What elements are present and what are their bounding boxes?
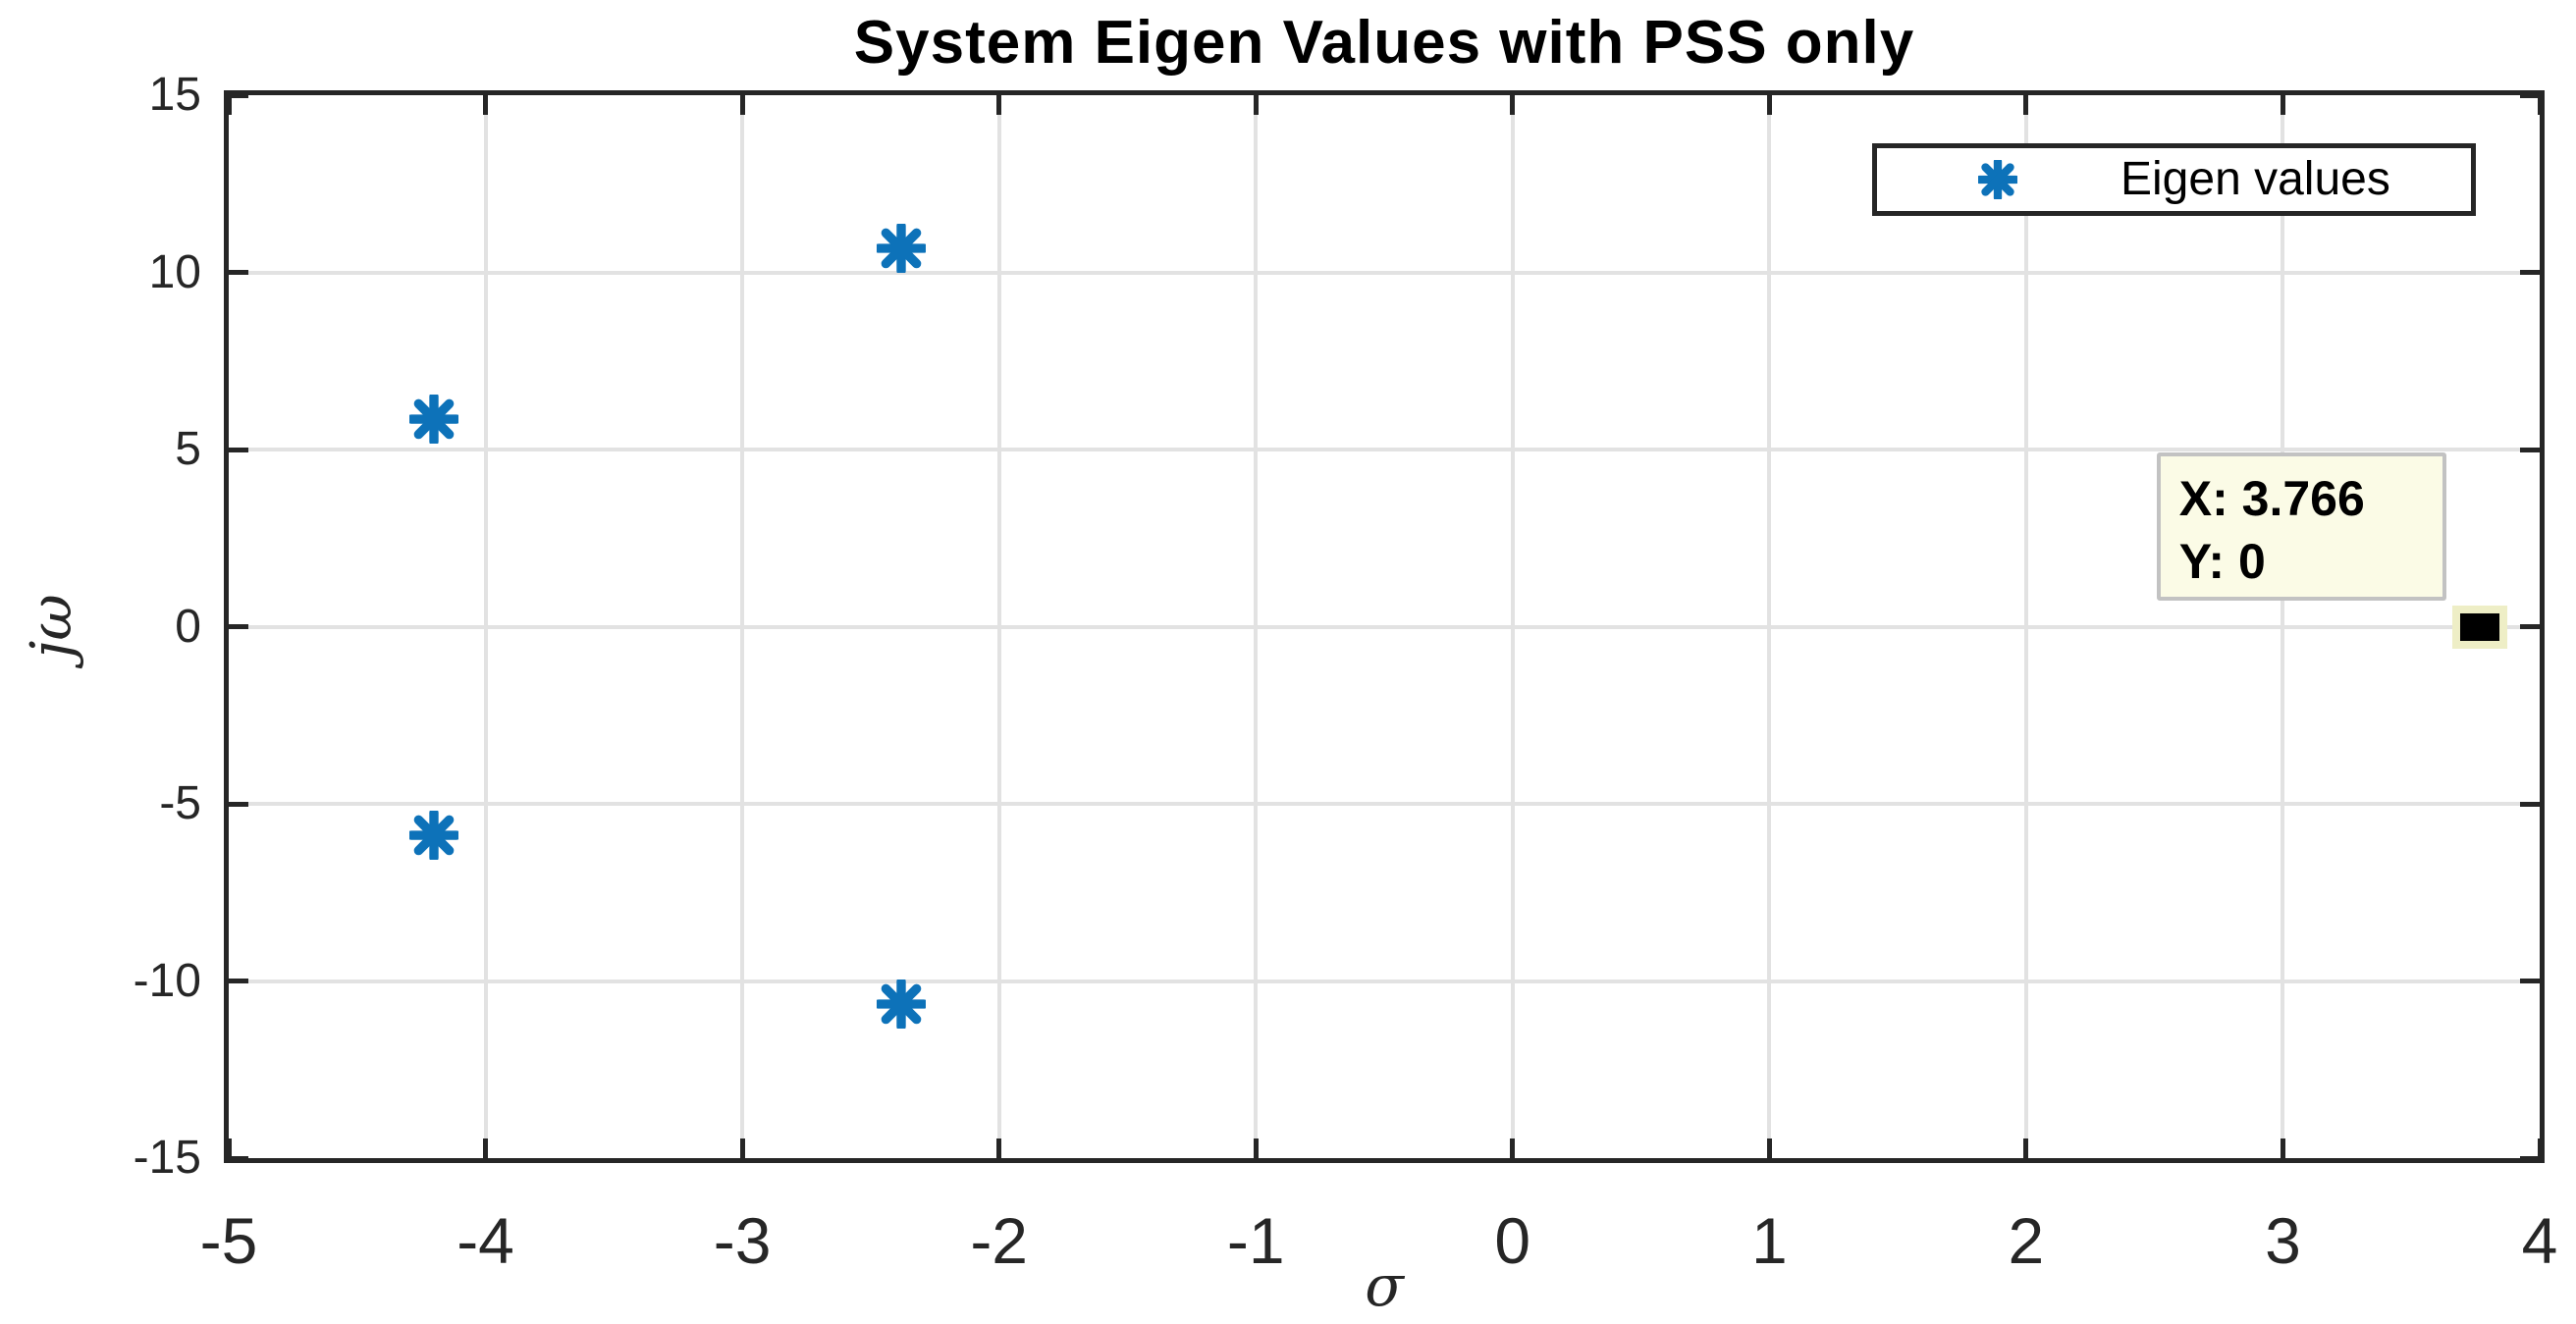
x-tick-mark bbox=[1253, 95, 1259, 115]
x-tick-mark bbox=[1510, 95, 1516, 115]
y-tick-label: 0 bbox=[175, 600, 201, 653]
y-tick-mark bbox=[229, 979, 248, 983]
x-tick-label: 3 bbox=[2265, 1204, 2301, 1277]
y-tick-label: 5 bbox=[175, 423, 201, 475]
y-tick-label: 15 bbox=[148, 69, 201, 121]
x-tick-mark bbox=[226, 95, 232, 115]
x-tick-label: 4 bbox=[2521, 1204, 2558, 1277]
x-tick-mark bbox=[2023, 95, 2029, 115]
y-tick-mark bbox=[2520, 92, 2540, 98]
legend-label: Eigen values bbox=[2120, 153, 2390, 205]
y-tick-mark bbox=[229, 270, 248, 275]
x-tick-mark bbox=[1253, 1139, 1259, 1158]
y-tick-mark bbox=[2520, 270, 2540, 275]
x-tick-mark bbox=[996, 95, 1002, 115]
grid-line-horizontal bbox=[229, 624, 2540, 629]
datatip-y-value: Y: 0 bbox=[2178, 534, 2266, 589]
y-tick-mark bbox=[229, 447, 248, 452]
x-tick-mark bbox=[1766, 95, 1772, 115]
grid-line-horizontal bbox=[229, 270, 2540, 275]
x-tick-mark bbox=[483, 1139, 489, 1158]
x-tick-mark bbox=[739, 1139, 745, 1158]
x-tick-mark bbox=[739, 95, 745, 115]
x-tick-mark bbox=[2023, 1139, 2029, 1158]
x-tick-mark bbox=[483, 95, 489, 115]
y-tick-mark bbox=[2520, 447, 2540, 452]
legend-asterisk-icon bbox=[1975, 157, 2020, 202]
eigenvalue-marker[interactable] bbox=[406, 808, 461, 865]
plot-area bbox=[224, 90, 2545, 1163]
y-tick-label: -5 bbox=[159, 777, 201, 829]
x-tick-mark bbox=[1766, 1139, 1772, 1158]
legend[interactable]: Eigen values bbox=[1872, 143, 2476, 216]
grid-line-horizontal bbox=[229, 448, 2540, 451]
x-tick-label: 2 bbox=[2008, 1204, 2045, 1277]
x-tick-label: -3 bbox=[713, 1204, 772, 1277]
x-tick-label: -4 bbox=[456, 1204, 514, 1277]
datatip-x-value: X: 3.766 bbox=[2178, 471, 2365, 526]
y-tick-mark bbox=[2520, 624, 2540, 629]
y-tick-mark bbox=[229, 624, 248, 629]
x-tick-mark bbox=[226, 1139, 232, 1158]
x-tick-mark bbox=[2280, 1139, 2285, 1158]
y-tick-label: 10 bbox=[148, 245, 201, 298]
x-tick-label: 0 bbox=[1494, 1204, 1531, 1277]
y-tick-label: -15 bbox=[133, 1132, 201, 1184]
x-tick-label: -2 bbox=[970, 1204, 1028, 1277]
grid-line-horizontal bbox=[229, 802, 2540, 806]
y-tick-label: -10 bbox=[133, 954, 201, 1007]
x-tick-mark bbox=[996, 1139, 1002, 1158]
datatip[interactable]: X: 3.766 Y: 0 bbox=[2156, 452, 2446, 601]
plot-title: System Eigen Values with PSS only bbox=[853, 9, 1915, 77]
x-tick-mark bbox=[1510, 1139, 1516, 1158]
y-tick-mark bbox=[2520, 979, 2540, 983]
y-tick-mark bbox=[229, 801, 248, 807]
eigenvalue-marker[interactable] bbox=[874, 977, 929, 1033]
y-tick-labels: -15 -10 -5 0 5 10 15 bbox=[0, 69, 201, 1184]
x-tick-label: -5 bbox=[199, 1204, 258, 1277]
y-tick-mark bbox=[2520, 1155, 2540, 1161]
x-tick-mark bbox=[2537, 95, 2543, 115]
eigenvalue-marker[interactable] bbox=[406, 392, 461, 449]
eigenvalue-marker[interactable] bbox=[874, 221, 929, 278]
x-tick-mark bbox=[2280, 95, 2285, 115]
x-axis-label: σ bbox=[1365, 1252, 1404, 1319]
datatip-marker[interactable] bbox=[2451, 605, 2507, 649]
x-tick-label: 1 bbox=[1750, 1204, 1788, 1277]
y-tick-mark bbox=[229, 92, 248, 98]
y-tick-mark bbox=[229, 1155, 248, 1161]
y-tick-mark bbox=[2520, 801, 2540, 807]
x-tick-labels: -5 -4 -3 -2 -1 0 1 2 3 4 bbox=[200, 1204, 2558, 1277]
grid-line-horizontal bbox=[229, 979, 2540, 983]
x-tick-label: -1 bbox=[1226, 1204, 1285, 1277]
